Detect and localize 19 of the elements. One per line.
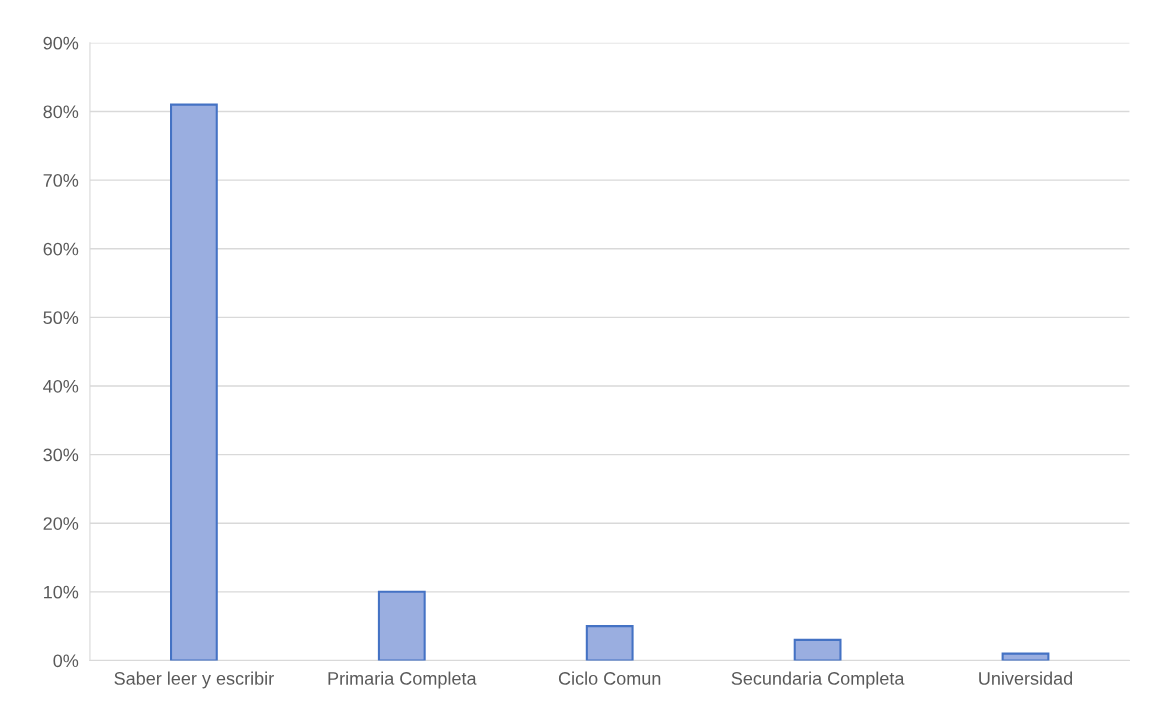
y-tick-label: 60% xyxy=(43,242,79,256)
y-tick-label: 30% xyxy=(43,448,79,462)
y-tick-label: 70% xyxy=(43,174,79,187)
bar xyxy=(793,638,842,661)
x-tick-label: Ciclo Comun xyxy=(558,671,661,685)
bar xyxy=(585,625,634,661)
y-tick-label: 20% xyxy=(43,517,79,530)
y-tick-label: 40% xyxy=(43,379,79,393)
x-tick-label: Saber leer y escribir xyxy=(114,671,274,689)
x-tick-label: Primaria Completa xyxy=(328,671,477,689)
y-tick-label: 0% xyxy=(53,654,79,668)
y-tick-label: 90% xyxy=(43,36,79,50)
y-tick-label: 10% xyxy=(44,585,79,599)
bar xyxy=(377,590,426,661)
x-tick-label: Universidad xyxy=(979,671,1073,685)
x-tick-label: Secundaria Completa xyxy=(731,671,905,689)
y-tick-label: 80% xyxy=(43,105,79,119)
y-tick-label: 50% xyxy=(43,311,79,325)
bar xyxy=(169,103,218,661)
